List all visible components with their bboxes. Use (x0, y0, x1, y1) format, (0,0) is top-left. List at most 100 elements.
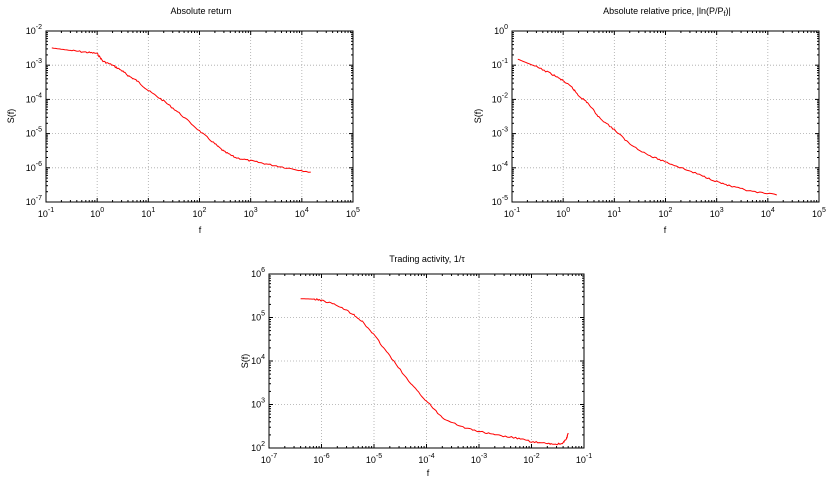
tick-exponent: 0 (504, 24, 508, 31)
x-tick-label: 10-7 (261, 453, 277, 465)
x-tick-label: 104 (295, 207, 309, 219)
y-tick-label: 104 (251, 354, 265, 366)
tick-exponent: -4 (36, 92, 42, 99)
tick-base: 10 (366, 455, 376, 465)
tick-base: 10 (26, 60, 36, 70)
tick-base: 10 (26, 26, 36, 36)
axis-ticks (45, 30, 354, 203)
tick-exponent: 2 (669, 207, 673, 214)
tick-base: 10 (504, 209, 514, 219)
tick-base: 10 (492, 197, 502, 207)
x-tick-label: 10-5 (366, 453, 382, 465)
tick-exponent: -5 (502, 195, 508, 202)
tick-base: 10 (193, 209, 203, 219)
x-tick-label: 103 (710, 207, 724, 219)
tick-base: 10 (710, 209, 720, 219)
y-tick-label: 103 (251, 398, 265, 410)
x-tick-label: 10-1 (576, 453, 592, 465)
x-tick-label: 10-2 (523, 453, 539, 465)
x-tick-label: 103 (244, 207, 258, 219)
tick-exponent: -1 (48, 207, 54, 214)
tick-base: 10 (659, 209, 669, 219)
tick-exponent: -2 (502, 92, 508, 99)
tick-base: 10 (607, 209, 617, 219)
series-line (300, 298, 569, 446)
tick-base: 10 (346, 209, 356, 219)
tick-exponent: 1 (151, 207, 155, 214)
axis-ticks (511, 30, 820, 203)
tick-base: 10 (26, 163, 36, 173)
tick-exponent: 0 (566, 207, 570, 214)
tick-exponent: -5 (36, 127, 42, 134)
y-tick-label: 10-4 (26, 92, 42, 104)
y-axis-label: S(f) (240, 354, 250, 369)
tick-base: 10 (261, 455, 271, 465)
tick-exponent: 2 (261, 441, 265, 448)
y-tick-label: 10-6 (26, 161, 42, 173)
x-axis-label: f (199, 225, 202, 235)
x-tick-label: 102 (193, 207, 207, 219)
tick-exponent: -6 (36, 161, 42, 168)
tick-exponent: 4 (305, 207, 309, 214)
tick-base: 10 (523, 455, 533, 465)
chart-trading-activity: Trading activity, 1/τ 10-7 10-6 10-5 10-4 10… (240, 254, 592, 478)
tick-exponent: 3 (254, 207, 258, 214)
y-axis-label: S(f) (6, 109, 16, 124)
tick-base: 10 (761, 209, 771, 219)
chart-title-symbol: τ (461, 254, 465, 264)
tick-base: 10 (492, 94, 502, 104)
series-line (517, 58, 777, 196)
x-tick-label: 104 (761, 207, 775, 219)
tick-base: 10 (492, 60, 502, 70)
tick-base: 10 (492, 163, 502, 173)
tick-exponent: 5 (261, 311, 265, 318)
tick-exponent: -3 (36, 58, 42, 65)
y-tick-label: 105 (251, 311, 265, 323)
y-tick-label: 100 (494, 24, 508, 36)
tick-exponent: -4 (428, 453, 434, 460)
x-tick-label: 10-1 (504, 207, 520, 219)
chart-absolute-relative-price: Absolute relative price, |ln(P/Pf)| 10-1… (473, 6, 826, 235)
x-tick-label: 105 (812, 207, 826, 219)
chart-title-suffix: )| (726, 6, 731, 16)
tick-exponent: 4 (261, 354, 265, 361)
tick-exponent: -3 (481, 453, 487, 460)
tick-base: 10 (556, 209, 566, 219)
x-tick-label: 100 (556, 207, 570, 219)
plot-frame (45, 30, 354, 203)
chart-title: Absolute relative price, |ln(P/Pf)| (603, 6, 731, 18)
y-tick-label: 10-2 (492, 92, 508, 104)
tick-base: 10 (471, 455, 481, 465)
tick-exponent: -6 (323, 453, 329, 460)
y-tick-label: 10-5 (492, 195, 508, 207)
tick-exponent: -1 (514, 207, 520, 214)
tick-base: 10 (251, 400, 261, 410)
y-tick-label: 10-3 (492, 127, 508, 139)
tick-exponent: -5 (376, 453, 382, 460)
y-tick-label: 10-2 (26, 24, 42, 36)
tick-exponent: 5 (356, 207, 360, 214)
x-tick-label: 10-4 (418, 453, 434, 465)
y-tick-label: 10-7 (26, 195, 42, 207)
tick-base: 10 (251, 269, 261, 279)
series-line (51, 47, 311, 173)
tick-base: 10 (26, 197, 36, 207)
tick-base: 10 (90, 209, 100, 219)
tick-base: 10 (492, 129, 502, 139)
chart-title-prefix: Trading activity, 1/ (389, 254, 462, 264)
tick-base: 10 (26, 94, 36, 104)
grid-lines (512, 31, 819, 202)
y-tick-label: 10-3 (26, 58, 42, 70)
tick-exponent: 0 (100, 207, 104, 214)
grid-lines (269, 274, 584, 448)
x-tick-label: 10-3 (471, 453, 487, 465)
x-tick-label: 101 (141, 207, 155, 219)
y-tick-labels: 10-710-610-510-410-310-2 (26, 24, 42, 207)
tick-base: 10 (38, 209, 48, 219)
tick-exponent: 6 (261, 267, 265, 274)
tick-exponent: -1 (502, 58, 508, 65)
chart-title-subscript: f (724, 11, 726, 18)
tick-exponent: -1 (586, 453, 592, 460)
tick-base: 10 (244, 209, 254, 219)
